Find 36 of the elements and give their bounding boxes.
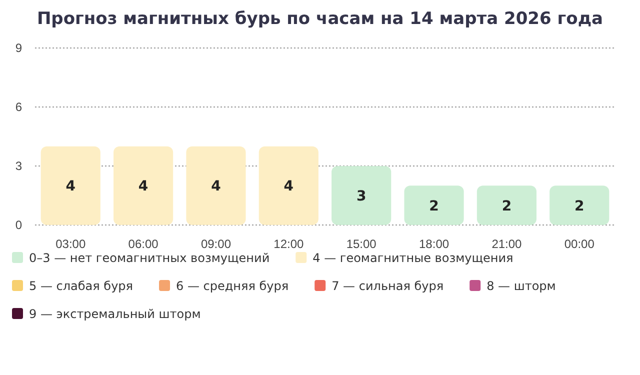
x-tick-label: 09:00 — [200, 237, 232, 251]
bar — [476, 186, 537, 225]
x-tick-label: 21:00 — [492, 237, 522, 251]
x-tick-label: 18:00 — [419, 237, 450, 251]
legend-label: 7 — сильная буря — [332, 279, 444, 293]
x-tick-label: 03:00 — [56, 237, 86, 251]
legend-label: 8 — шторм — [486, 279, 556, 293]
data-label: 4 — [138, 178, 148, 195]
y-tick-label: 6 — [15, 100, 22, 114]
bar — [40, 146, 100, 225]
y-tick-label: 3 — [15, 158, 22, 173]
x-tick-label: 00:00 — [564, 237, 595, 251]
legend-label: 5 — слабая буря — [29, 279, 134, 293]
x-tick-label: 15:00 — [346, 237, 377, 251]
legend-label: 4 — геомагнитные возмущения — [312, 251, 514, 265]
bar — [113, 146, 174, 225]
bar — [186, 146, 246, 225]
y-tick-label: 9 — [15, 40, 22, 55]
data-label: 4 — [211, 178, 222, 195]
x-tick-label: 12:00 — [274, 237, 304, 251]
legend-label: 6 — средняя буря — [176, 279, 289, 293]
bar — [404, 186, 464, 225]
bar — [550, 186, 610, 225]
chart-title: Прогноз магнитных бурь по часам на 14 марта 2026 года — [36, 9, 604, 29]
bar — [332, 166, 392, 225]
bar — [258, 146, 318, 225]
data-label: 4 — [66, 178, 76, 195]
x-tick-label: 06:00 — [128, 237, 159, 251]
data-label: 2 — [574, 198, 584, 214]
data-label: 2 — [429, 198, 439, 214]
legend-label: 0–3 — нет геомагнитных возмущений — [29, 251, 270, 265]
data-label: 2 — [502, 198, 512, 214]
legend-label: 9 — экстремальный шторм — [29, 307, 201, 321]
data-label: 4 — [284, 178, 294, 195]
y-tick-label: 0 — [15, 218, 22, 232]
data-label: 3 — [356, 188, 366, 204]
